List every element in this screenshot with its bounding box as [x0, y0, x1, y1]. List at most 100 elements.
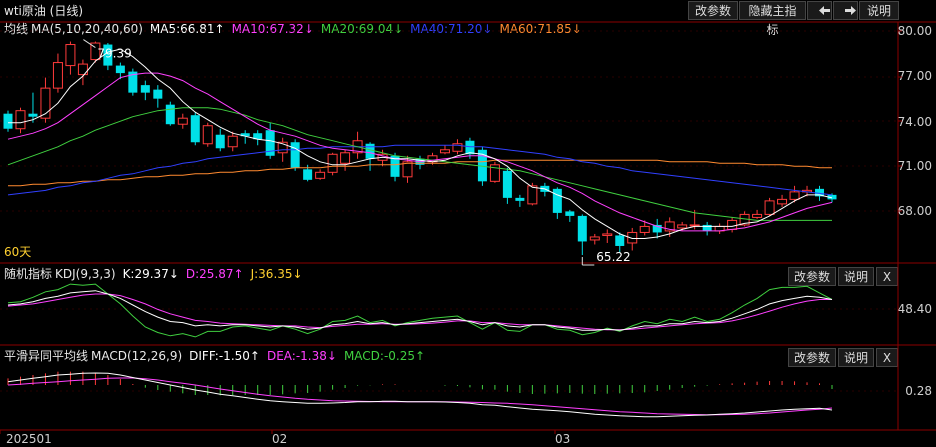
- kdj-edit-params-button[interactable]: 改参数: [788, 267, 836, 286]
- candle-body-down: [465, 140, 475, 155]
- candle-body-up: [227, 135, 238, 148]
- candle-body-down: [565, 211, 575, 216]
- candle-body-down: [165, 104, 175, 125]
- ma-legend-name: 均线: [4, 22, 29, 36]
- ma60-line: [8, 159, 832, 187]
- edit-params-button[interactable]: 改参数: [688, 1, 738, 20]
- ma40-value: MA40:71.20↓: [410, 22, 493, 36]
- candle-body-down: [265, 130, 275, 156]
- candle-body-down: [28, 113, 38, 117]
- candle-body-down: [827, 194, 837, 200]
- candle-body-down: [702, 224, 712, 231]
- kdj-d-line: [7, 293, 832, 331]
- ma20-line: [7, 107, 832, 221]
- candle-body-down: [303, 169, 313, 180]
- high-price-label: 79.39: [97, 47, 131, 61]
- kdj-help-button[interactable]: 说明: [838, 267, 874, 286]
- kdj-legend: 随机指标 KDJ(9,3,3) K:29.37↓ D:25.87↑ J:36.35↓: [4, 265, 310, 282]
- kdj-params: KDJ(9,3,3): [55, 267, 116, 281]
- period-label: 60天: [4, 245, 32, 259]
- y-tick-71: 71.00: [897, 159, 932, 173]
- macd-help-button[interactable]: 说明: [838, 348, 874, 367]
- ma5-value: MA5:66.81↑: [149, 22, 225, 36]
- candle-body-up: [589, 236, 600, 241]
- high-marker-line: [83, 39, 96, 48]
- candle-body-down: [365, 143, 375, 159]
- candle-body-up: [527, 185, 538, 205]
- candle-body-up: [727, 219, 738, 230]
- macd-diff-line: [7, 372, 833, 418]
- main-legend: 均线 MA(5,10,20,40,60) MA5:66.81↑ MA10:67.32↓…: [4, 20, 589, 37]
- help-button[interactable]: 说明: [859, 1, 899, 20]
- kdj-name: 随机指标: [4, 267, 53, 281]
- candle-body-up: [15, 110, 26, 130]
- candle-body-up: [340, 152, 351, 164]
- candle-body-down: [577, 215, 587, 242]
- macd-edit-params-button[interactable]: 改参数: [788, 348, 836, 367]
- x-label-jan: 202501: [6, 432, 52, 446]
- chart-title: wti原油 (日线): [4, 4, 84, 18]
- macd-dea-value: DEA:-1.38↓: [266, 349, 337, 363]
- candle-body-down: [140, 85, 150, 93]
- candle-body-down: [190, 115, 200, 143]
- y-tick-77: 77.00: [897, 69, 932, 83]
- candle-body-up: [402, 161, 413, 178]
- candle-body-down: [552, 188, 562, 213]
- candle-body-up: [452, 143, 463, 152]
- candle-body-up: [777, 198, 788, 205]
- candle-body-up: [602, 233, 613, 236]
- candle-body-up: [65, 44, 76, 67]
- candle-body-down: [115, 65, 125, 74]
- candle-body-down: [253, 133, 263, 140]
- candle-body-down: [615, 235, 625, 246]
- hide-indicator-button[interactable]: 隐藏主指标: [739, 1, 806, 37]
- y-tick-68: 68.00: [897, 204, 932, 218]
- candle-body-up: [315, 171, 326, 179]
- kdj-j-line: [7, 283, 833, 338]
- low-price-label: 65.22: [596, 250, 630, 264]
- kdj-k-value: K:29.37↓: [122, 267, 179, 281]
- macd-macd-value: MACD:-0.25↑: [343, 349, 426, 363]
- candle-body-down: [215, 134, 225, 149]
- candle-body-up: [202, 125, 213, 145]
- kdj-j-value: J:36.35↓: [250, 267, 303, 281]
- candle-body-down: [128, 71, 138, 93]
- candle-body-up: [764, 200, 775, 215]
- candle-body-down: [103, 44, 113, 66]
- candle-body-up: [689, 224, 700, 227]
- x-label-feb: 02: [272, 432, 288, 446]
- candle-body-down: [153, 89, 163, 99]
- candle-body-down: [477, 149, 487, 182]
- kdj-k-line: [7, 290, 833, 331]
- kdj-y-tick: 48.40: [897, 302, 932, 316]
- candle-body-down: [652, 224, 662, 233]
- ma5-line: [8, 48, 833, 239]
- arrow-left-icon[interactable]: [807, 1, 832, 20]
- candle-body-up: [789, 191, 800, 200]
- ma60-value: MA60:71.85↓: [499, 22, 582, 36]
- candle-body-down: [515, 197, 525, 201]
- candle-body-up: [40, 87, 51, 119]
- kdj-d-value: D:25.87↑: [185, 267, 244, 281]
- macd-legend: 平滑异同平均线 MACD(12,26,9) DIFF:-1.50↑ DEA:-1.38…: [4, 347, 432, 364]
- macd-params: MACD(12,26,9): [91, 349, 183, 363]
- ma20-value: MA20:69.04↓: [320, 22, 404, 36]
- ma10-line: [7, 72, 833, 232]
- candle-body-up: [627, 231, 638, 244]
- candle-body-up: [77, 63, 88, 76]
- y-tick-74: 74.00: [897, 115, 932, 129]
- candle-body-up: [90, 42, 101, 61]
- macd-name: 平滑异同平均线: [4, 349, 89, 363]
- candle-body-down: [815, 188, 825, 197]
- x-label-mar: 03: [555, 432, 571, 446]
- candle-body-up: [677, 224, 688, 229]
- y-tick-80: 80.00: [897, 24, 932, 38]
- arrow-right-icon[interactable]: [833, 1, 858, 20]
- candle-body-up: [439, 149, 450, 154]
- candle-body-up: [639, 225, 650, 233]
- macd-dea-line: [7, 377, 833, 416]
- ma-legend-params: MA(5,10,20,40,60): [31, 22, 143, 36]
- macd-y-tick: 0.28: [905, 384, 932, 398]
- ma40-line: [7, 144, 833, 196]
- candle-body-down: [240, 133, 250, 137]
